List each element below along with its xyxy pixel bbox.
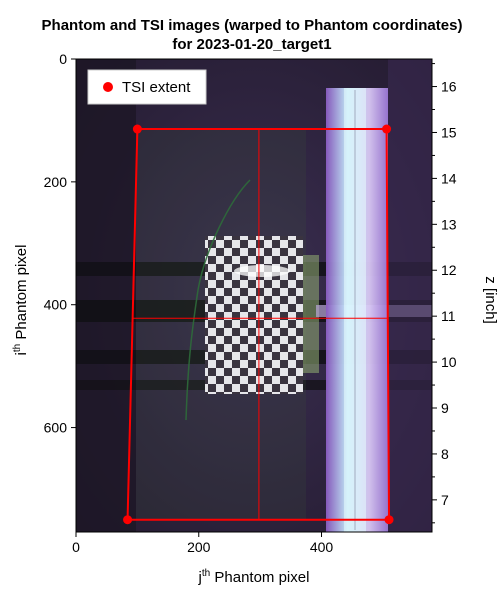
y-axis-label: ith Phantom pixel [12, 245, 30, 356]
y2-tick-label: 9 [441, 400, 449, 416]
image-dark-left [76, 59, 136, 532]
x-axis-label: jth Phantom pixel [198, 568, 310, 586]
y2-axis-ticks: 16 15 14 13 12 11 10 9 8 7 [432, 63, 457, 524]
y2-tick-label: 14 [441, 170, 457, 186]
x-axis-ticks: 0 200 400 [72, 532, 333, 555]
y2-tick-label: 10 [441, 354, 457, 370]
phantom-image [76, 59, 432, 532]
y-tick-label: 600 [44, 420, 68, 436]
y2-tick-label: 15 [441, 124, 457, 140]
x-tick-label: 400 [310, 539, 334, 555]
y2-tick-label: 12 [441, 262, 457, 278]
image-glare [234, 265, 290, 277]
chart-title-line1: Phantom and TSI images (warped to Phanto… [42, 17, 463, 34]
y-tick-label: 400 [44, 297, 68, 313]
plot-frame [75, 58, 433, 533]
checkerboard-target [205, 236, 303, 394]
target-mount [303, 255, 319, 373]
y-tick-label: 200 [44, 174, 68, 190]
tsi-corner-marker [132, 124, 142, 134]
y2-axis-label: z [inch] [482, 276, 499, 324]
green-curve [185, 179, 251, 421]
tsi-extent-overlay [123, 124, 394, 525]
legend-label: TSI extent [122, 79, 191, 96]
legend: TSI extent [87, 69, 207, 105]
y2-tick-label: 8 [441, 446, 449, 462]
tsi-corner-marker [382, 124, 392, 134]
y2-tick-label: 13 [441, 216, 457, 232]
image-right-dim [388, 59, 432, 532]
y2-tick-label: 16 [441, 79, 457, 95]
chart-title-line2: for 2023-01-20_target1 [172, 36, 331, 53]
y-tick-label: 0 [59, 51, 67, 67]
y-axis-ticks: 0 200 400 600 [44, 51, 76, 436]
legend-marker [103, 82, 113, 92]
x-tick-label: 200 [187, 539, 211, 555]
tsi-corner-marker [123, 515, 133, 525]
x-tick-label: 0 [72, 539, 80, 555]
y2-tick-label: 7 [441, 492, 449, 508]
y2-tick-label: 11 [441, 308, 456, 324]
tsi-corner-marker [384, 515, 394, 525]
